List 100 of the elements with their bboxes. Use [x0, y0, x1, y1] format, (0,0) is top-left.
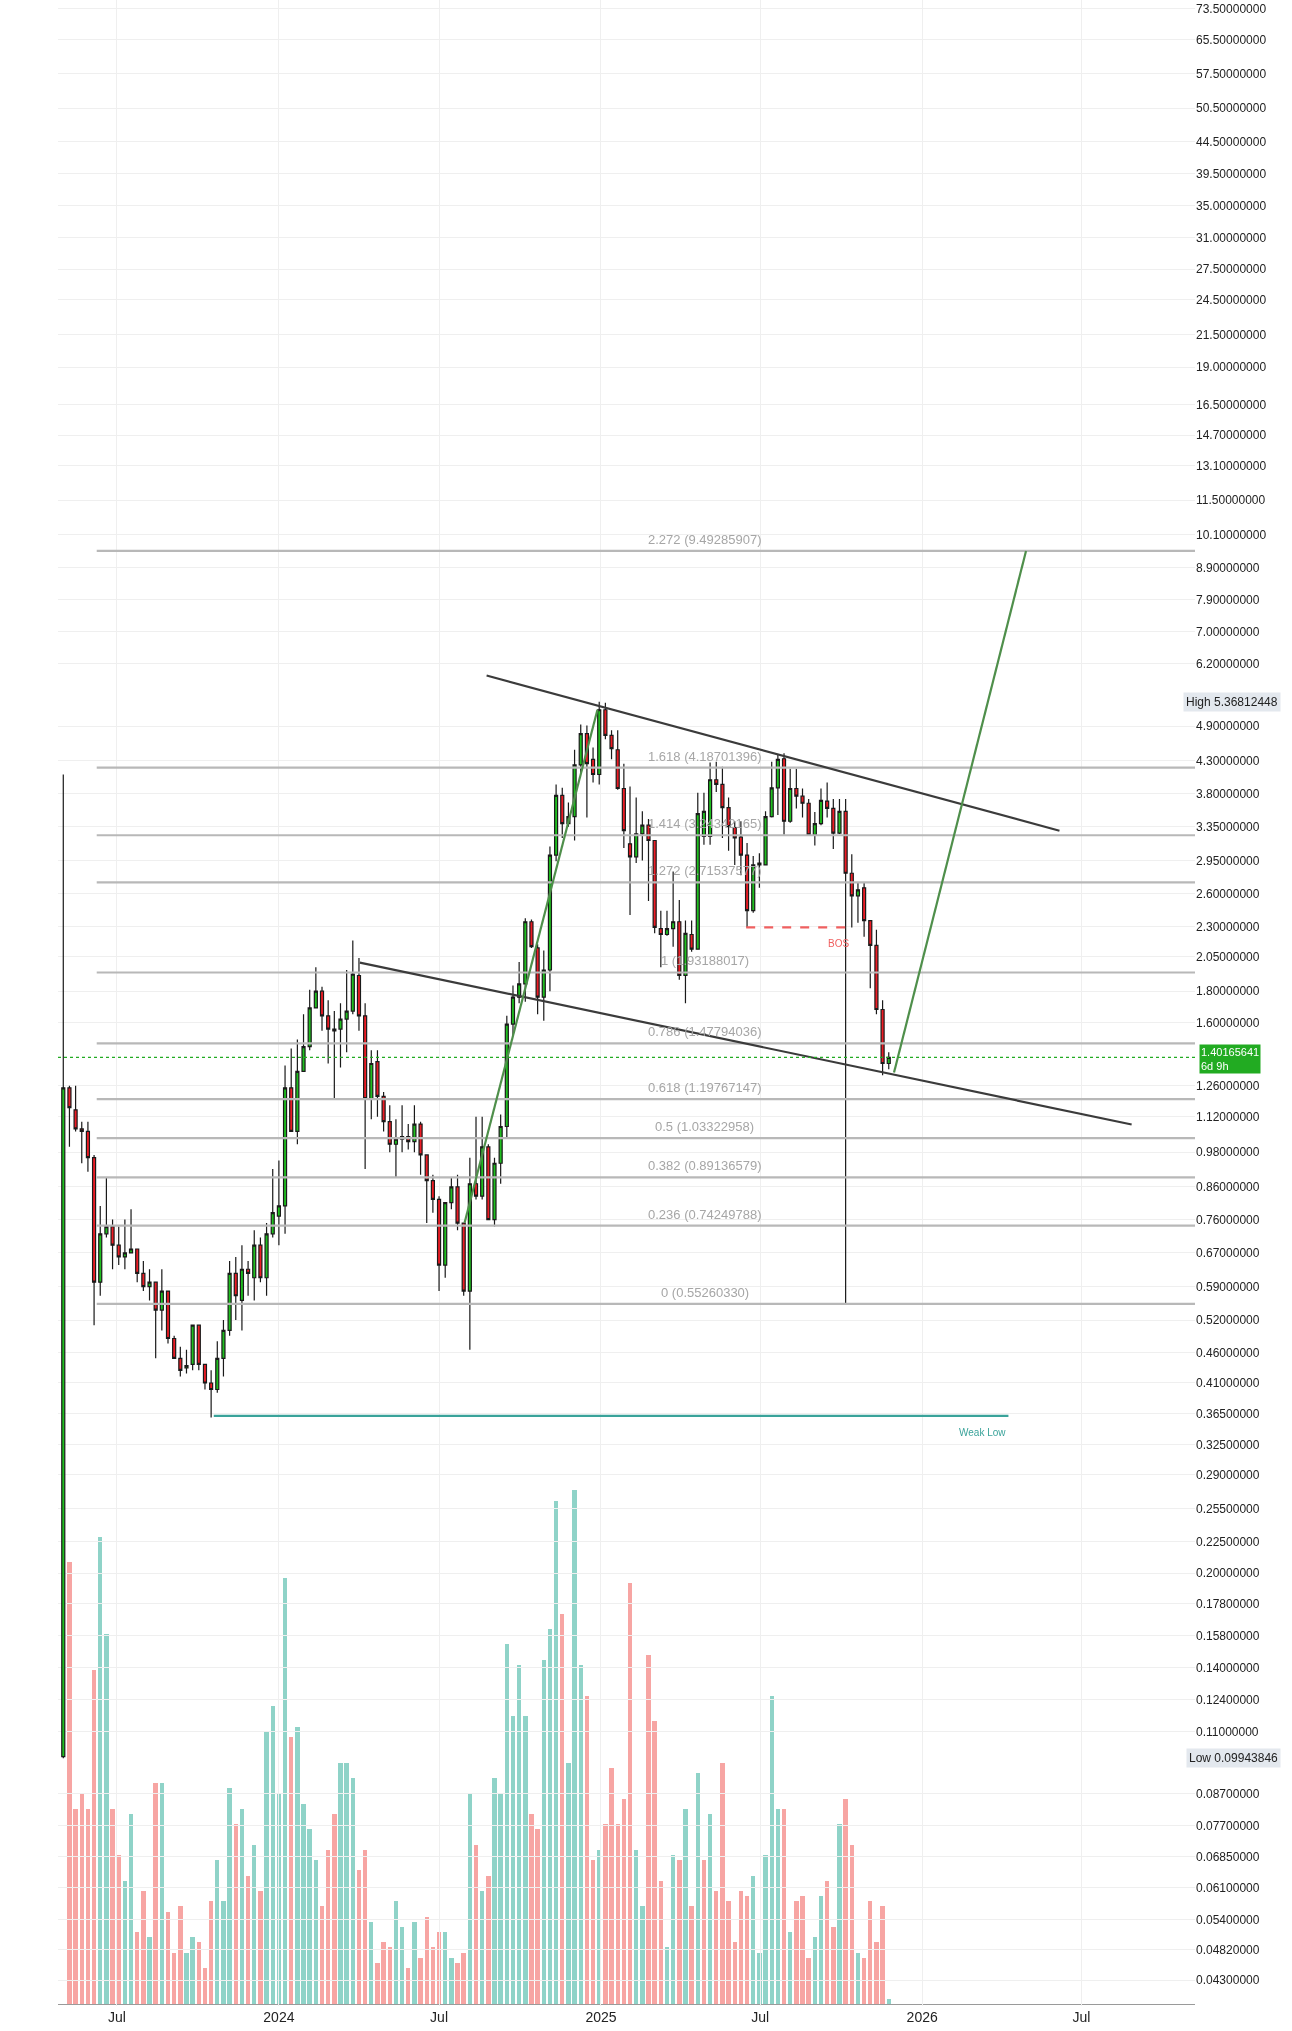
candlestick [492, 1157, 497, 1228]
candlestick [868, 920, 873, 989]
candlestick [61, 773, 66, 1759]
candlestick [369, 1049, 374, 1120]
candlestick [535, 943, 540, 1015]
annotation: 0.5 (1.03322958) [655, 1119, 755, 1134]
candlestick [849, 853, 854, 929]
candlestick [153, 1281, 158, 1359]
candlestick [135, 1248, 140, 1283]
candlestick [541, 949, 546, 1022]
candlestick [399, 1104, 405, 1153]
candlestick [289, 1047, 294, 1133]
candlestick [529, 918, 534, 949]
y-tick-label: 35.00000000 [1196, 198, 1267, 213]
y-tick-label: 7.90000000 [1196, 592, 1260, 607]
bar [258, 1890, 263, 2004]
x-tick-label: Jul [1072, 2008, 1091, 2025]
bar [689, 1906, 694, 2004]
annotation: 0.382 (0.89136579) [648, 1158, 762, 1173]
y-tick-label: 0.67000000 [1196, 1246, 1260, 1261]
y-tick-label: 2.60000000 [1196, 887, 1260, 902]
y-tick-label: 1.26000000 [1196, 1078, 1260, 1093]
candlestick [424, 1154, 429, 1224]
bar [449, 1957, 454, 2004]
candlestick [209, 1369, 214, 1419]
candlestick [276, 1159, 281, 1246]
candlestick [313, 966, 318, 1009]
bar [831, 1926, 836, 2004]
candlestick [560, 787, 565, 839]
y-tick-label: 44.50000000 [1196, 134, 1267, 149]
y-tick-label: 0.07700000 [1196, 1819, 1260, 1834]
bar [677, 1860, 682, 2004]
x-tick-label: 2024 [263, 2008, 295, 2025]
candlestick [73, 1085, 78, 1133]
candlestick [621, 763, 626, 849]
candlestick [886, 1051, 891, 1070]
y-tick-label: 0.29000000 [1196, 1467, 1260, 1482]
y-tick-label: 0.11000000 [1196, 1724, 1259, 1739]
x-tick-label: Jul [430, 2008, 448, 2025]
y-tick-label: 2.95000000 [1196, 853, 1260, 868]
y-tick-label: 0.52000000 [1196, 1313, 1260, 1328]
x-tick-label: Jul [108, 2008, 126, 2025]
candlestick [165, 1290, 171, 1345]
candlestick [202, 1363, 208, 1391]
y-tick-label: 2.30000000 [1196, 919, 1260, 934]
candlestick [788, 768, 793, 824]
y-tick-label: 8.90000000 [1196, 561, 1260, 576]
candlestick [590, 746, 596, 784]
candlestick [79, 1121, 84, 1164]
y-tick-label: 73.50000000 [1196, 2, 1267, 17]
y-tick-label: 0.36500000 [1196, 1406, 1260, 1421]
y-tick-label: 4.30000000 [1196, 753, 1260, 768]
y-tick-label: 0.05400000 [1196, 1913, 1260, 1928]
candlestick [215, 1340, 220, 1394]
candlestick [319, 986, 325, 1032]
bar [683, 1808, 688, 2004]
candlestick [98, 1205, 103, 1297]
y-tick-label: 2.05000000 [1196, 949, 1260, 964]
candlestick [356, 957, 362, 1032]
y-tick-label: 0.46000000 [1196, 1345, 1260, 1360]
y-tick-label: 31.00000000 [1196, 230, 1267, 245]
y-tick-label: 0.59000000 [1196, 1279, 1260, 1294]
series-label: Weak Low [959, 1427, 1007, 1438]
x-tick-label: 2025 [585, 2008, 617, 2025]
y-tick-label: 57.50000000 [1196, 67, 1267, 82]
bar [147, 1937, 152, 2004]
bar [640, 1906, 645, 2004]
candlestick [436, 1195, 442, 1292]
y-tick-label: 27.50000000 [1196, 262, 1267, 277]
bar [332, 1813, 337, 2004]
bar [523, 1716, 528, 2004]
y-tick-label: 7.00000000 [1196, 624, 1260, 639]
y-tick-label: 6.20000000 [1196, 656, 1260, 671]
y-tick-label: 11.50000000 [1196, 493, 1266, 508]
candlestick [332, 1010, 337, 1100]
bar [110, 1808, 115, 2004]
candlestick [326, 999, 331, 1065]
y-tick-label: 0.86000000 [1196, 1180, 1260, 1195]
y-tick-label: 0.76000000 [1196, 1212, 1260, 1227]
candlestick [282, 1064, 288, 1235]
x-tick-label: 2026 [906, 2008, 938, 2025]
candlestick [615, 729, 620, 791]
bar [178, 1906, 183, 2004]
y-tick-label: 0.06850000 [1196, 1850, 1260, 1865]
candlestick [855, 881, 861, 924]
candlestick [597, 701, 602, 786]
candlestick [363, 1002, 368, 1170]
candlestick [178, 1346, 183, 1378]
annotation: 2.272 (9.49285907) [648, 532, 762, 547]
candlestick [769, 761, 774, 818]
annotation: 1.618 (4.18701396) [648, 749, 762, 764]
candlestick [775, 753, 780, 816]
y-tick-label: 0.15800000 [1196, 1628, 1260, 1643]
y-tick-label: 4.90000000 [1196, 719, 1260, 734]
y-tick-label: 50.50000000 [1196, 101, 1267, 116]
candlestick [387, 1104, 392, 1153]
y-tick-label: 0.41000000 [1196, 1376, 1260, 1391]
candlestick [252, 1229, 257, 1302]
y-tick-label: 3.35000000 [1196, 819, 1260, 834]
candlestick [664, 910, 670, 936]
